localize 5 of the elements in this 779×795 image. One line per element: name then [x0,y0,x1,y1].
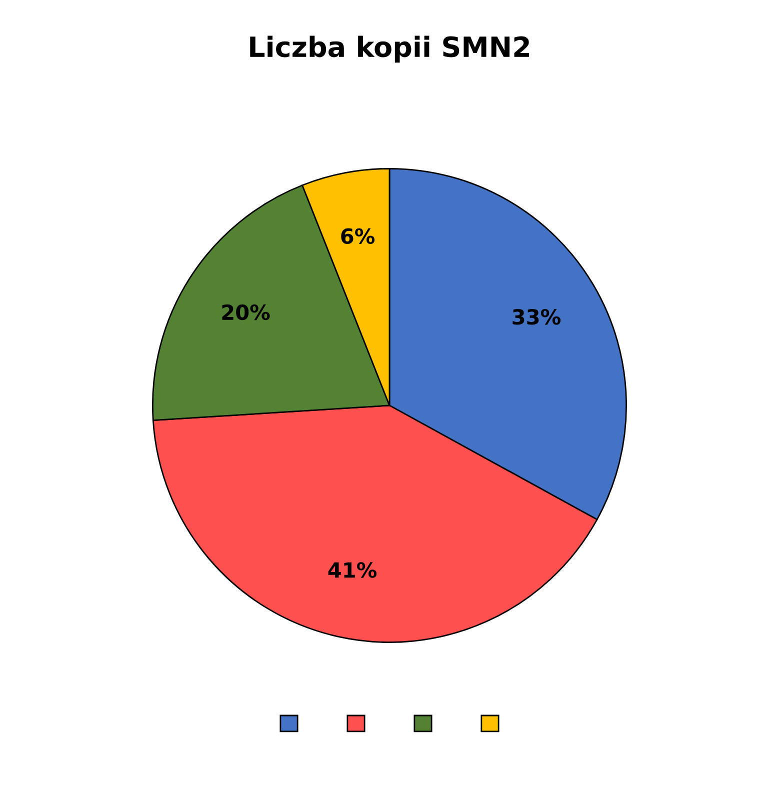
data-label: 41% [328,562,377,578]
data-label: 6% [341,228,375,244]
data-label: 20% [222,304,270,320]
chart-title: Liczba kopii SMN2 [250,36,529,63]
data-label: 33% [512,308,561,325]
